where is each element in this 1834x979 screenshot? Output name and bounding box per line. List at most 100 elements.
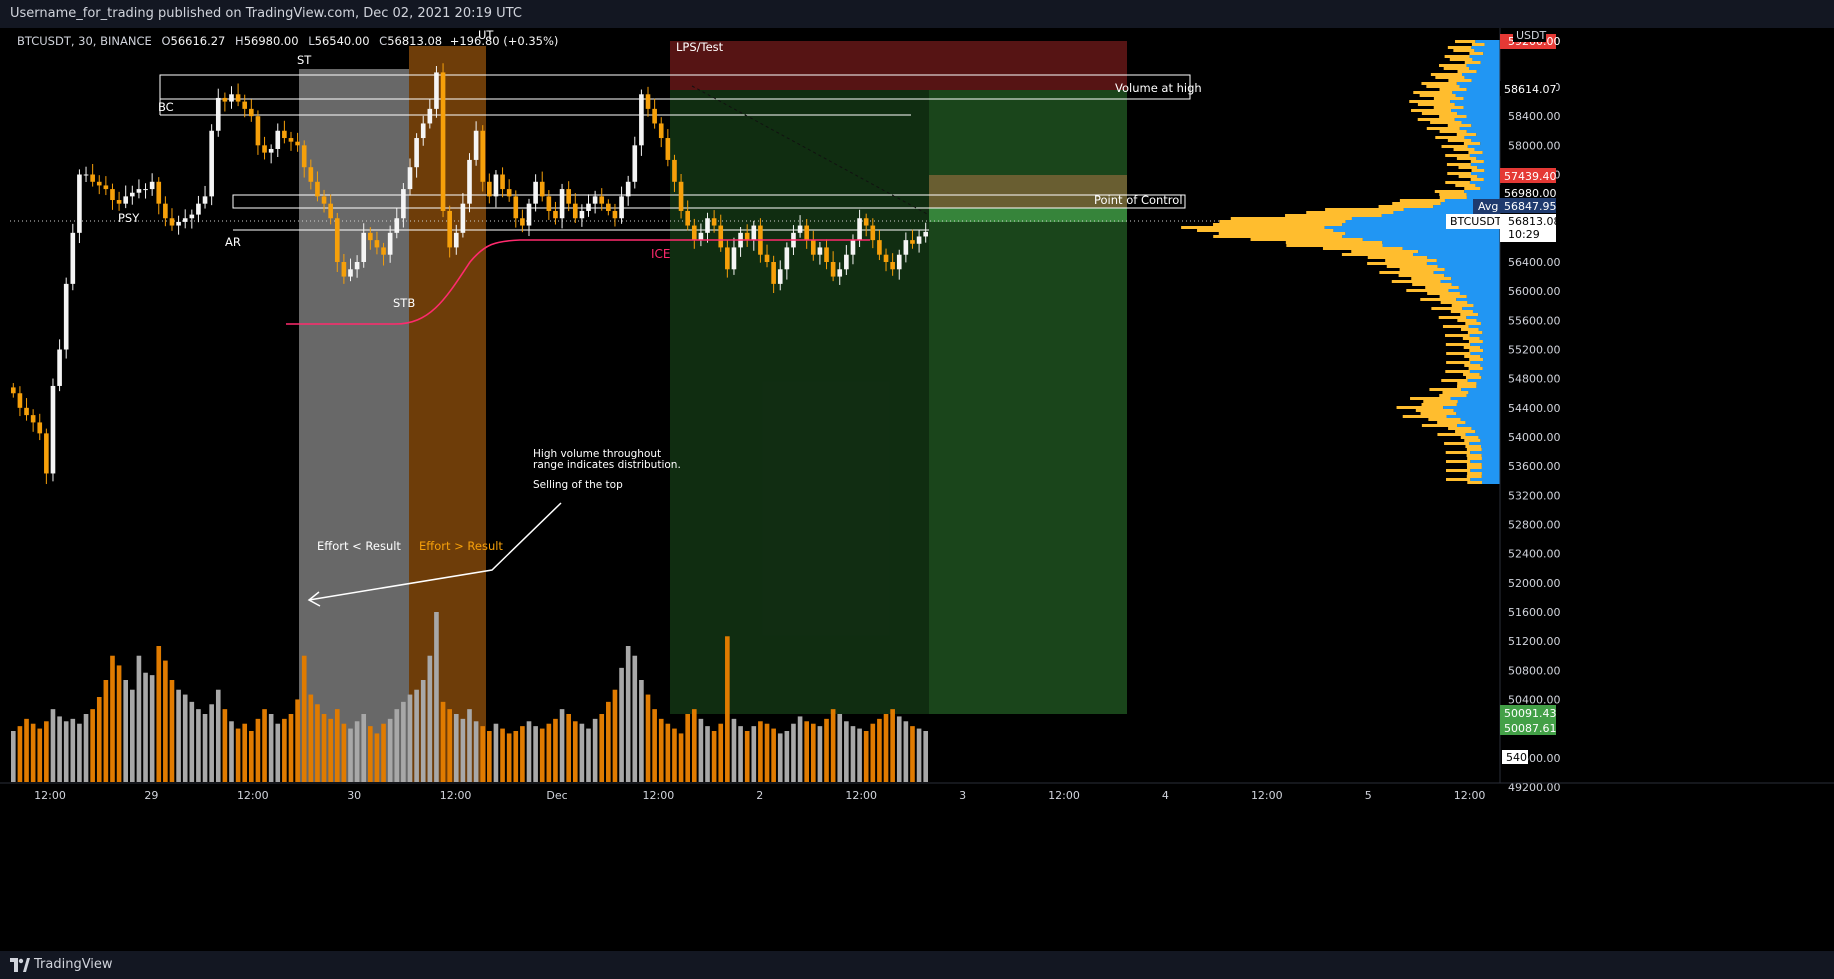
candle-body: [143, 189, 148, 191]
profile-bar-down: [1463, 142, 1481, 145]
profile-bar-down: [1379, 271, 1434, 274]
volume-bar: [407, 694, 413, 782]
candle-body: [361, 232, 367, 262]
profile-bar-down: [1451, 304, 1474, 307]
candle: [725, 240, 730, 278]
profile-bar-down: [1445, 154, 1470, 157]
profile-bar-down: [1464, 439, 1481, 442]
profile-bar-up: [1462, 307, 1500, 310]
profile-bar-up: [1351, 217, 1500, 220]
profile-bar-up: [1481, 475, 1500, 478]
candle: [282, 120, 287, 144]
volume-bar: [176, 689, 181, 782]
volume-bar: [70, 718, 76, 782]
candle-body: [57, 349, 62, 386]
candle-body: [387, 232, 393, 255]
candle-body: [163, 203, 168, 219]
profile-bar-down: [1439, 196, 1467, 199]
price-tick: 49200.00: [1508, 781, 1561, 794]
candle: [30, 409, 36, 432]
high-tag-bg: [1500, 185, 1556, 200]
profile-bar-down: [1439, 115, 1467, 118]
candle: [37, 413, 43, 441]
tradingview-brand[interactable]: TradingView: [34, 957, 113, 972]
profile-bar-up: [1481, 376, 1500, 379]
candle-body: [837, 269, 843, 277]
profile-bar-down: [1453, 148, 1475, 151]
chart-canvas[interactable]: 58800.0058400.0058000.0057600.0056400.00…: [0, 28, 1834, 951]
profile-bar-up: [1481, 448, 1500, 451]
avg-tag: 56847.95: [1504, 200, 1557, 213]
volume-bar: [533, 726, 538, 782]
profile-bar-down: [1458, 166, 1478, 169]
profile-bar-up: [1482, 331, 1500, 334]
avg-tag-bg: [1500, 198, 1556, 213]
volume-bar: [328, 718, 333, 782]
profile-bar-up: [1471, 427, 1500, 430]
profile-bar-down: [1213, 223, 1343, 226]
symbol-label: BTCUSDT, 30, BINANCE: [17, 34, 152, 48]
candle: [810, 230, 816, 261]
candle-body: [63, 283, 69, 350]
candle: [520, 209, 525, 233]
candle-body: [817, 247, 823, 255]
volume-bar: [420, 680, 426, 782]
volume-bar: [387, 718, 393, 782]
profile-bar-down: [1439, 130, 1467, 133]
profile-bar-down: [1460, 436, 1479, 439]
profile-bar-down: [1445, 181, 1470, 184]
profile-bar-down: [1467, 457, 1482, 460]
candle: [301, 140, 307, 178]
candle: [612, 203, 618, 227]
volume-bar: [434, 612, 439, 782]
candle-body: [480, 130, 486, 182]
candle: [169, 208, 175, 231]
candle: [639, 89, 644, 156]
profile-bar-up: [1480, 142, 1500, 145]
candle: [96, 175, 102, 195]
candle-body: [500, 174, 505, 190]
trend-line: [691, 85, 930, 216]
volume-bar: [718, 723, 724, 782]
profile-bar-down: [1468, 340, 1483, 343]
profile-bar-up: [1472, 310, 1500, 313]
candle: [249, 99, 254, 122]
profile-bar-up: [1473, 304, 1500, 307]
candle: [209, 124, 214, 206]
volume-bar: [698, 718, 704, 782]
profile-bar-up: [1475, 40, 1500, 43]
volume-bar: [758, 721, 763, 782]
price-axis[interactable]: [1500, 28, 1562, 783]
profile-bar-down: [1446, 478, 1471, 481]
profile-bar-down: [1469, 358, 1484, 361]
profile-bar-down: [1458, 175, 1478, 178]
candle-body: [467, 159, 472, 204]
profile-bar-up: [1381, 214, 1500, 217]
profile-bar-down: [1440, 301, 1468, 304]
candle-body: [546, 196, 552, 211]
profile-bar-up: [1471, 124, 1500, 127]
profile-bar-down: [1427, 292, 1460, 295]
profile-bar-up: [1470, 451, 1500, 454]
candle: [586, 194, 591, 217]
candle-body: [830, 262, 836, 277]
profile-bar-up: [1466, 295, 1500, 298]
profile-bar-up: [1464, 190, 1500, 193]
candle-body: [592, 196, 598, 204]
candle-body: [777, 269, 783, 284]
volume-bar: [381, 723, 386, 782]
profile-bar-up: [1427, 256, 1500, 259]
profile-bar-down: [1455, 184, 1476, 187]
volume-bar: [467, 709, 472, 782]
candle-body: [612, 210, 618, 219]
profile-bar-up: [1467, 301, 1500, 304]
profile-bar-down: [1467, 481, 1483, 484]
label-ut: UT: [478, 28, 494, 42]
profile-bar-up: [1480, 322, 1500, 325]
profile-bar-up: [1479, 337, 1500, 340]
profile-bar-down: [1445, 370, 1470, 373]
candle: [453, 224, 459, 255]
volume-bar: [493, 723, 499, 782]
time-tick: 12:00: [845, 789, 877, 802]
profile-bar-down: [1437, 421, 1466, 424]
